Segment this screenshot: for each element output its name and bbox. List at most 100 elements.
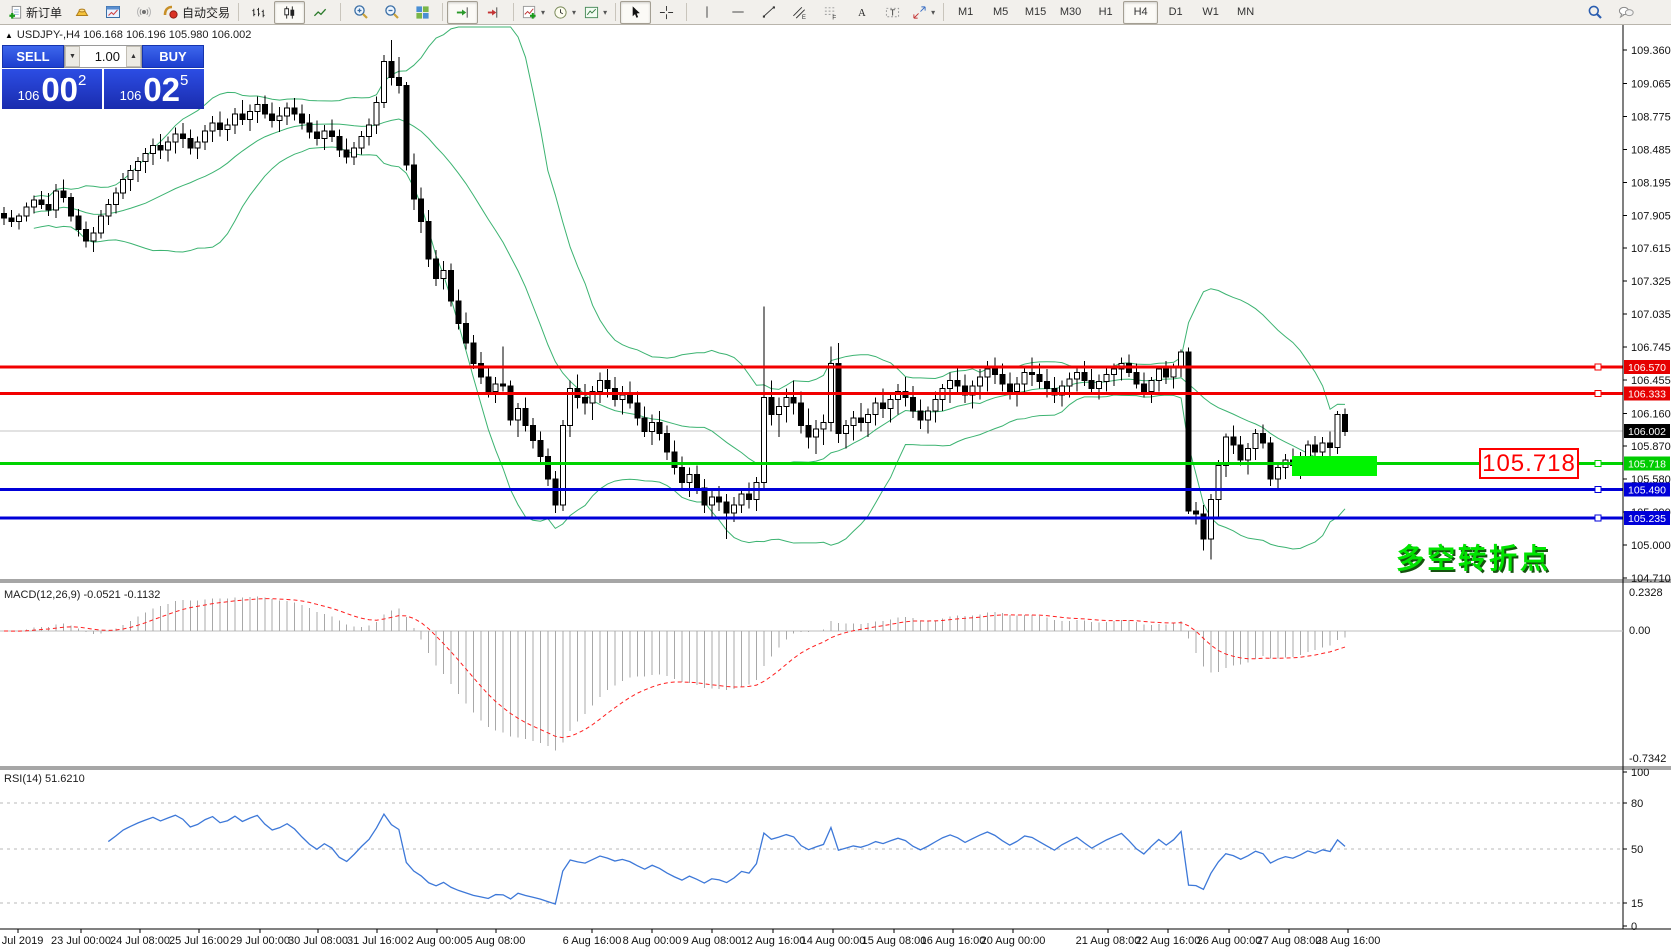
templates-button[interactable]: ▾	[580, 1, 611, 24]
fibonacci-button[interactable]: F	[815, 1, 846, 24]
svg-text:27 Aug 08:00: 27 Aug 08:00	[1257, 935, 1322, 947]
svg-text:106.002: 106.002	[1628, 426, 1666, 438]
zoom-out-icon	[384, 5, 399, 19]
chart-shift-icon	[487, 6, 498, 18]
autotrading-button[interactable]: 自动交易	[159, 1, 234, 24]
svg-text:108.195: 108.195	[1631, 177, 1671, 189]
tile-windows-icon	[416, 5, 429, 19]
buy-price[interactable]: 106 02 5	[104, 69, 204, 109]
svg-text:12 Aug 16:00: 12 Aug 16:00	[741, 935, 806, 947]
buy-price-pip: 5	[180, 72, 189, 89]
charts-icon	[105, 6, 120, 18]
tab-w1[interactable]: W1	[1202, 6, 1219, 18]
tab-d1[interactable]: D1	[1168, 6, 1183, 18]
svg-text:5 Aug 08:00: 5 Aug 08:00	[467, 935, 526, 947]
toolbar-separator	[238, 3, 240, 21]
bar-chart-button[interactable]	[243, 1, 274, 24]
svg-text:30 Jul 08:00: 30 Jul 08:00	[288, 935, 348, 947]
svg-text:F: F	[832, 14, 836, 20]
autoscroll-button[interactable]	[447, 0, 479, 24]
vline-icon	[706, 6, 708, 18]
tab-m30[interactable]: M30	[1059, 6, 1082, 18]
chart-shift-button[interactable]	[478, 1, 509, 24]
equidistant-channel-button[interactable]: E	[784, 1, 815, 24]
new-order-button[interactable]: 新订单	[4, 1, 66, 24]
svg-text:29 Jul 00:00: 29 Jul 00:00	[230, 935, 290, 947]
svg-text:E: E	[802, 14, 806, 20]
buy-button[interactable]: BUY	[142, 45, 204, 68]
horizontal-line-button[interactable]	[722, 1, 753, 24]
line-chart-button[interactable]	[305, 1, 336, 24]
chat-button[interactable]	[1610, 1, 1641, 24]
autoscroll-icon	[456, 6, 468, 18]
svg-text:105.235: 105.235	[1628, 513, 1666, 525]
svg-text:106.333: 106.333	[1628, 389, 1666, 401]
new-order-icon	[9, 5, 22, 19]
tab-h1[interactable]: H1	[1098, 6, 1113, 18]
arrows-shapes-button[interactable]: ▾	[908, 1, 939, 24]
charts-button[interactable]	[97, 1, 128, 24]
vertical-line-button[interactable]	[691, 1, 722, 24]
level-callout-box[interactable]: 105.718	[1479, 448, 1579, 479]
svg-text:28 Aug 16:00: 28 Aug 16:00	[1316, 935, 1381, 947]
periods-button[interactable]: ▾	[549, 1, 580, 24]
cursor-icon	[632, 5, 640, 18]
svg-text:20 Aug 00:00: 20 Aug 00:00	[981, 935, 1046, 947]
svg-text:16 Aug 16:00: 16 Aug 16:00	[921, 935, 986, 947]
volume-increase-button[interactable]: ▲	[126, 46, 141, 67]
sell-button[interactable]: SELL	[2, 45, 64, 68]
svg-text:105.718: 105.718	[1628, 458, 1666, 470]
svg-text:14 Aug 00:00: 14 Aug 00:00	[801, 935, 866, 947]
toolbar-separator	[340, 3, 342, 21]
gold-button[interactable]	[66, 1, 97, 24]
zoom-in-icon	[353, 5, 368, 19]
indicators-button[interactable]: ▾	[518, 1, 549, 24]
cursor-button[interactable]	[620, 0, 652, 24]
svg-text:107.035: 107.035	[1631, 309, 1671, 321]
candlestick-button[interactable]	[274, 0, 306, 24]
tile-windows-button[interactable]	[407, 1, 438, 24]
svg-text:109.065: 109.065	[1631, 79, 1671, 91]
svg-text:106.160: 106.160	[1631, 408, 1671, 420]
hline-icon	[731, 11, 744, 13]
text-button[interactable]: A	[846, 1, 877, 24]
svg-text:25 Jul 16:00: 25 Jul 16:00	[169, 935, 229, 947]
svg-text:15: 15	[1631, 898, 1643, 910]
svg-text:T: T	[890, 7, 895, 17]
one-click-trading-panel: SELL ▼ 1.00 ▲ BUY 106 00 2 106 02 5	[2, 45, 204, 109]
volume-decrease-button[interactable]: ▼	[65, 46, 80, 67]
svg-text:107.905: 107.905	[1631, 210, 1671, 222]
svg-text:2 Aug 00:00: 2 Aug 00:00	[408, 935, 467, 947]
tab-m5[interactable]: M5	[992, 6, 1009, 18]
trendline-button[interactable]	[753, 1, 784, 24]
chevron-down-icon: ▾	[931, 7, 936, 17]
buy-price-main: 02	[143, 71, 181, 108]
search-button[interactable]	[1579, 1, 1610, 24]
gold-icon	[75, 8, 88, 16]
zoom-in-button[interactable]	[345, 1, 376, 24]
toolbar-separator	[943, 3, 945, 21]
svg-text:107.325: 107.325	[1631, 276, 1671, 288]
tab-h4[interactable]: H4	[1123, 0, 1159, 24]
collapse-arrow-icon[interactable]: ▲	[5, 31, 13, 40]
volume-value[interactable]: 1.00	[94, 49, 120, 64]
text-label-button[interactable]: T	[877, 1, 908, 24]
line-chart-icon	[313, 8, 327, 16]
sell-price[interactable]: 106 00 2	[2, 69, 102, 109]
zoom-out-button[interactable]	[376, 1, 407, 24]
autotrading-icon	[163, 5, 178, 19]
svg-text:15 Aug 08:00: 15 Aug 08:00	[862, 935, 927, 947]
macd-indicator-label: MACD(12,26,9) -0.0521 -0.1132	[4, 589, 161, 601]
signals-button[interactable]	[128, 1, 159, 24]
tab-m1[interactable]: M1	[957, 6, 974, 18]
svg-text:6 Aug 16:00: 6 Aug 16:00	[563, 935, 622, 947]
crosshair-button[interactable]	[651, 1, 682, 24]
trendline-icon	[762, 6, 775, 18]
tab-mn[interactable]: MN	[1237, 6, 1255, 18]
tab-m15[interactable]: M15	[1024, 6, 1047, 18]
turning-point-annotation[interactable]: 多空转折点	[1396, 543, 1552, 574]
svg-text:31 Jul 16:00: 31 Jul 16:00	[347, 935, 407, 947]
svg-text:24 Jul 08:00: 24 Jul 08:00	[110, 935, 170, 947]
chevron-down-icon: ▾	[603, 7, 608, 17]
